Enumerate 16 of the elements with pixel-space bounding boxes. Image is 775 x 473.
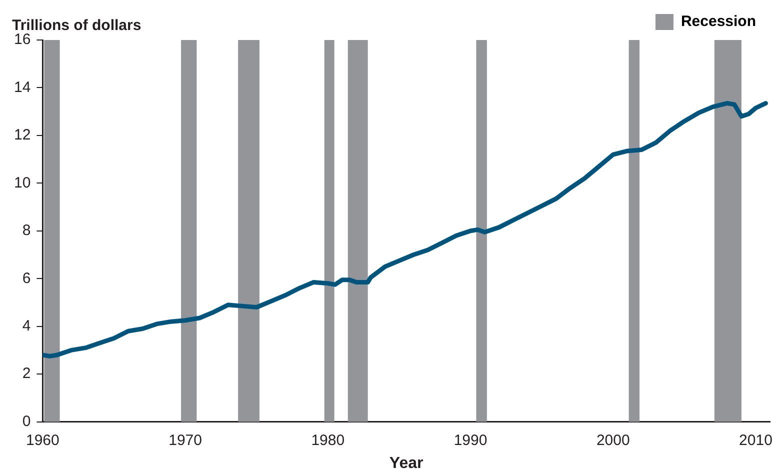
x-tick-label: 2010	[739, 432, 772, 449]
x-tick-label: 1980	[311, 432, 345, 449]
x-tick-label: 1970	[168, 432, 202, 449]
y-tick-label: 0	[22, 412, 31, 430]
y-tick-label: 8	[22, 222, 31, 240]
y-tick-label: 2	[22, 365, 31, 382]
x-tick-label: 1960	[26, 432, 60, 449]
x-axis-title: Year	[389, 454, 424, 472]
y-tick-label: 6	[22, 270, 31, 287]
y-tick-label: 4	[22, 317, 31, 334]
y-tick-label: 12	[14, 126, 31, 144]
legend-label: Recession	[680, 13, 756, 30]
x-tick-label: 2000	[596, 432, 630, 449]
x-tick-label: 1990	[454, 432, 488, 449]
y-tick-label: 10	[14, 174, 31, 192]
y-tick-label: 14	[14, 78, 31, 96]
